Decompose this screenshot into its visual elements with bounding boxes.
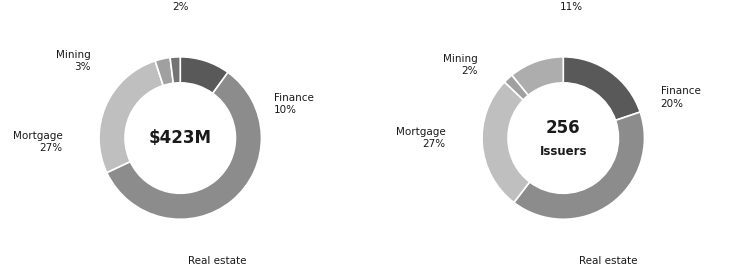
Text: Real estate
41%: Real estate 41% — [579, 256, 637, 268]
Wedge shape — [107, 72, 261, 219]
Wedge shape — [155, 58, 173, 85]
Text: Finance
10%: Finance 10% — [273, 93, 313, 115]
Wedge shape — [505, 75, 529, 100]
Text: Mortgage
27%: Mortgage 27% — [13, 131, 62, 153]
Wedge shape — [99, 61, 163, 173]
Text: Other non-financial
2%: Other non-financial 2% — [130, 0, 231, 12]
Text: Mortgage
27%: Mortgage 27% — [396, 127, 445, 149]
Text: Other non-financial
11%: Other non-financial 11% — [521, 0, 622, 12]
Text: Real estate
58%: Real estate 58% — [188, 256, 246, 268]
Text: Issuers: Issuers — [539, 144, 587, 158]
Wedge shape — [514, 112, 644, 219]
Text: Finance
20%: Finance 20% — [661, 86, 701, 109]
Wedge shape — [170, 57, 180, 83]
Wedge shape — [563, 57, 640, 120]
Text: $423M: $423M — [149, 129, 212, 147]
Text: Mining
2%: Mining 2% — [443, 54, 478, 76]
Wedge shape — [482, 82, 529, 203]
Text: Mining
3%: Mining 3% — [56, 50, 91, 72]
Wedge shape — [512, 57, 563, 95]
Text: 256: 256 — [546, 118, 581, 136]
Wedge shape — [180, 57, 228, 93]
